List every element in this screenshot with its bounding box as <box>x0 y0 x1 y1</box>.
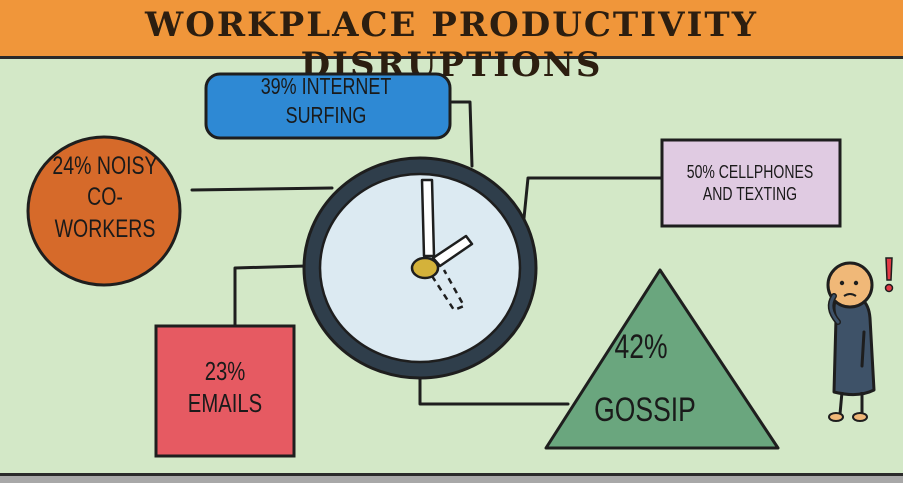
clock-icon <box>302 156 538 380</box>
title-banner: Workplace Productivity Disruptions <box>0 0 903 85</box>
gossip-percent-label: 42% <box>614 327 668 366</box>
connector-cellphones <box>522 176 664 220</box>
gossip-name-label: Gossip <box>594 390 696 429</box>
connector-noisy <box>190 186 334 192</box>
gossip-triangle <box>544 268 780 450</box>
page-title: Workplace Productivity Disruptions <box>145 5 758 85</box>
connector-emails <box>233 264 308 328</box>
person-icon <box>826 261 876 422</box>
connector-gossip <box>418 370 570 406</box>
cellphones-box <box>660 138 842 228</box>
emails-box <box>154 324 296 458</box>
internet-box <box>204 72 452 140</box>
cellphones-label: 50% Cellphones and texting <box>686 161 814 205</box>
noisy-circle <box>26 135 182 287</box>
exclamation-icon <box>884 257 894 293</box>
emails-label: 23% Emails <box>187 355 263 419</box>
noisy-label: 24% Noisy co-workers <box>52 152 158 243</box>
connector-internet <box>450 100 474 168</box>
connector-lines <box>190 100 664 406</box>
internet-label: 39% Internet surfing <box>260 73 392 128</box>
